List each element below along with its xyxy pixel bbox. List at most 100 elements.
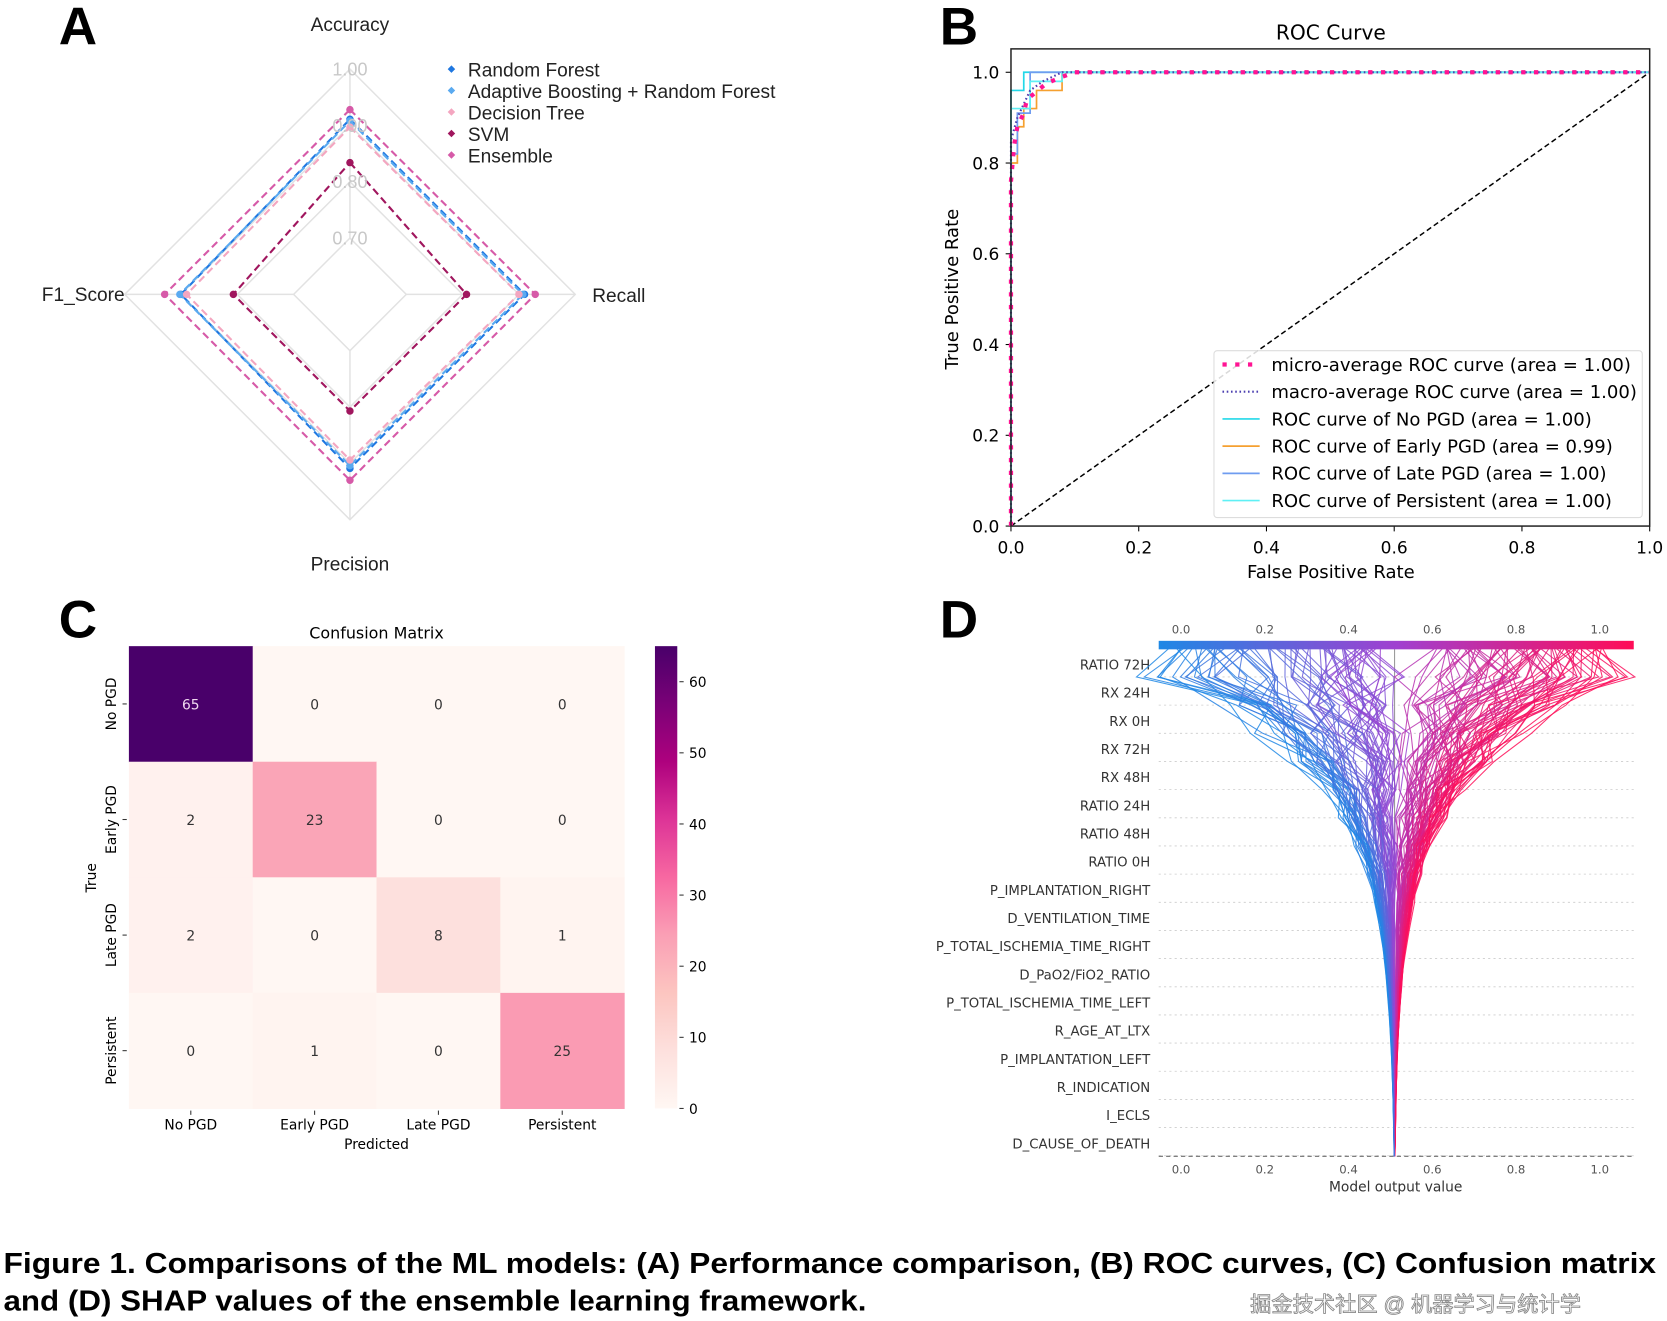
cell-value: 8 [434,928,443,944]
decision-line [1135,644,1396,1157]
colorbar [654,646,678,1109]
plot-frame [1010,48,1651,527]
colorbar-tick-label: 10 [689,1031,707,1047]
feature-label: D_VENTILATION_TIME [1007,912,1150,927]
feature-label: RATIO 24H [1080,799,1150,814]
colorbar-tick-label: 40 [689,817,707,833]
x-tick-label: 1.0 [1636,539,1663,559]
x-tick-label: 0.4 [1253,539,1280,559]
heatmap-cell [376,992,501,1109]
feature-label: I_ECLS [1106,1109,1150,1124]
radar-point [462,290,471,299]
cell-value: 0 [434,697,443,713]
cell-value: 2 [186,928,195,944]
heatmap-cell [500,877,625,994]
cell-value: 23 [306,813,324,829]
colorbar-tick-label: 0 [689,1102,698,1118]
legend-marker-icon [447,86,456,95]
legend-label: micro-average ROC curve (area = 1.00) [1271,355,1631,376]
panel-label-b: B [940,0,978,57]
radar-point [531,290,539,299]
feature-label: D_PaO2/FiO2_RATIO [1019,968,1150,983]
decision-line [1394,644,1475,1157]
panel-label-c: C [59,591,97,650]
legend-marker-icon [447,151,456,159]
feature-label: RATIO 48H [1080,828,1150,843]
top-tick-label: 0.6 [1423,622,1442,636]
x-tick-label: 0.6 [1381,539,1408,559]
feature-label: RX 0H [1109,715,1150,730]
cell-value: 1 [558,928,567,944]
radar-tick-label: 0.70 [332,228,367,248]
decision-line [1394,644,1551,1157]
heatmap-cell [128,646,254,763]
radar-point [346,456,354,464]
heatmap-cell [376,646,501,763]
decision-line [1394,644,1558,1157]
decision-line [1235,644,1396,1157]
legend-box [1213,350,1643,519]
feature-label: RX 48H [1101,771,1150,786]
radar-point [160,290,169,299]
x-tick-label: 0.8 [1507,1162,1526,1176]
heatmap-cell [128,877,254,994]
roc-line-0 [1008,70,1650,527]
x-tick-label: 0.0 [1172,1162,1191,1176]
radar-point [346,158,354,167]
radar-point [229,290,238,299]
colorbar-tick-label: 30 [689,888,707,904]
x-axis-label: Predicted [344,1137,409,1153]
figure-caption-line-2: and (D) SHAP values of the ensemble lear… [3,1285,866,1317]
radar-tick-label: 0.90 [332,116,367,136]
x-tick-label: 0.4 [1339,1162,1358,1176]
cell-value: 0 [310,928,319,944]
feature-label: P_TOTAL_ISCHEMIA_TIME_RIGHT [936,940,1151,955]
heatmap-cell [500,992,625,1109]
cell-value: 25 [553,1044,571,1060]
x-tick-label: Persistent [528,1118,597,1134]
x-tick-label: 0.2 [1125,539,1152,559]
y-tick-label: 0.0 [972,517,999,537]
decision-line [1394,644,1619,1157]
figure-caption-line-1: Figure 1. Comparisons of the ML models: … [3,1248,1656,1280]
feature-label: R_INDICATION [1057,1081,1151,1096]
legend-label: ROC curve of Late PGD (area = 1.00) [1271,464,1606,485]
heatmap-cell [252,761,378,878]
top-tick-label: 0.4 [1339,622,1358,636]
radar-point [346,476,354,484]
legend-marker-icon [447,129,456,138]
diagonal-reference-line [1010,71,1651,527]
y-tick-label: Persistent [104,1016,120,1085]
heatmap-cell [128,761,254,878]
colorbar-tick-label: 60 [689,675,707,691]
feature-label: RX 24H [1101,687,1150,702]
decision-line [1394,644,1637,1157]
radar-point [346,105,354,114]
legend-label: Ensemble [468,146,553,167]
heatmap-cell [252,992,378,1109]
x-tick-label: 1.0 [1590,1162,1609,1176]
output-colorbar [1158,640,1634,650]
radar-axis-label: Accuracy [311,15,390,36]
legend-marker-icon [447,65,456,73]
y-tick-label: No PGD [104,678,120,731]
legend-label: macro-average ROC curve (area = 1.00) [1271,382,1637,403]
colorbar-tick-label: 20 [689,960,707,976]
panel-label-a: A [59,0,97,57]
y-tick-label: 0.6 [972,245,999,265]
panel-label-d: D [940,591,978,650]
cell-value: 2 [186,813,195,829]
x-tick-label: 0.8 [1508,539,1535,559]
legend-label: Random Forest [468,61,600,82]
feature-label: RX 72H [1101,743,1150,758]
decision-line [1394,644,1551,1157]
cell-value: 0 [310,697,319,713]
chart-title: ROC Curve [1276,20,1386,44]
heatmap-cell [500,761,625,878]
legend-label: ROC curve of Early PGD (area = 0.99) [1271,437,1612,458]
radar-chart: 0.70 0.80 0.90 1.00 Accuracy Recall Precision F… [42,15,776,576]
radar-series-1 [178,119,525,468]
y-axis-label: True [84,863,100,893]
radar-point [346,117,354,125]
